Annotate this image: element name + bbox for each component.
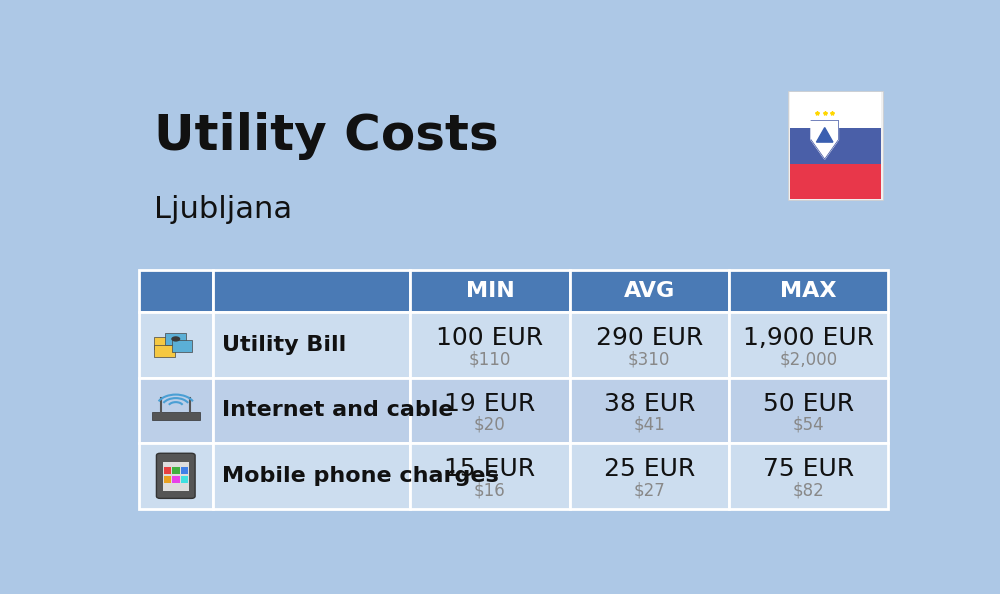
Text: 38 EUR: 38 EUR	[604, 392, 695, 416]
Bar	[172, 476, 180, 484]
Text: 290 EUR: 290 EUR	[596, 327, 703, 350]
Bar	[139, 443, 213, 508]
Polygon shape	[811, 121, 838, 159]
Bar	[172, 340, 192, 352]
Bar	[790, 163, 881, 200]
Bar	[139, 312, 213, 378]
Text: 19 EUR: 19 EUR	[444, 392, 536, 416]
Bar	[139, 270, 213, 312]
Text: Utility Bill: Utility Bill	[222, 335, 346, 355]
Bar	[154, 345, 175, 357]
Text: MIN: MIN	[466, 282, 514, 301]
Text: $20: $20	[474, 416, 506, 434]
Text: $110: $110	[469, 350, 511, 368]
Text: $54: $54	[793, 416, 824, 434]
Bar	[181, 467, 188, 474]
Text: $16: $16	[474, 481, 506, 499]
Bar	[164, 476, 171, 484]
Text: MAX: MAX	[780, 282, 837, 301]
Bar	[570, 270, 729, 312]
Bar	[164, 467, 171, 474]
Bar	[165, 333, 186, 345]
Bar	[163, 462, 189, 491]
Bar	[213, 378, 410, 443]
Polygon shape	[816, 128, 833, 142]
Bar	[790, 92, 881, 128]
Bar	[729, 270, 888, 312]
Bar	[181, 476, 188, 484]
Text: $310: $310	[628, 350, 670, 368]
Bar	[213, 443, 410, 508]
Bar	[729, 443, 888, 508]
Bar	[410, 312, 570, 378]
Text: 75 EUR: 75 EUR	[763, 457, 854, 481]
Circle shape	[171, 336, 180, 342]
Bar	[570, 378, 729, 443]
Text: $27: $27	[633, 481, 665, 499]
Text: $41: $41	[633, 416, 665, 434]
Text: 100 EUR: 100 EUR	[436, 327, 543, 350]
Bar	[213, 312, 410, 378]
Text: 15 EUR: 15 EUR	[444, 457, 535, 481]
Bar	[213, 270, 410, 312]
Text: Mobile phone charges: Mobile phone charges	[222, 466, 499, 486]
Bar	[154, 337, 175, 349]
Bar	[410, 270, 570, 312]
Bar	[139, 378, 213, 443]
Bar	[172, 467, 180, 474]
Text: Internet and cable: Internet and cable	[222, 400, 453, 421]
Text: 1,900 EUR: 1,900 EUR	[743, 327, 874, 350]
Bar	[790, 128, 881, 163]
Bar	[570, 312, 729, 378]
Text: Utility Costs: Utility Costs	[154, 112, 499, 160]
FancyBboxPatch shape	[156, 453, 195, 498]
Text: $82: $82	[793, 481, 825, 499]
Text: Ljubljana: Ljubljana	[154, 195, 293, 224]
Bar	[410, 378, 570, 443]
Bar	[729, 378, 888, 443]
Text: $2,000: $2,000	[780, 350, 838, 368]
Bar	[570, 443, 729, 508]
Text: AVG: AVG	[624, 282, 675, 301]
Text: 25 EUR: 25 EUR	[604, 457, 695, 481]
Bar	[410, 443, 570, 508]
Bar	[729, 312, 888, 378]
Text: 50 EUR: 50 EUR	[763, 392, 854, 416]
Bar	[788, 91, 883, 200]
Bar	[152, 412, 200, 420]
